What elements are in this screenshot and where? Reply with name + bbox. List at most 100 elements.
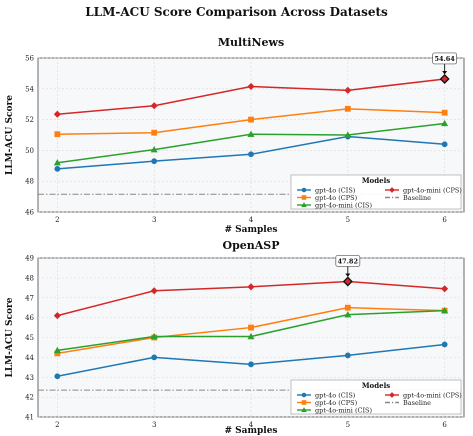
legend-item-gpt-4o-cps: gpt-4o (CPS): [297, 399, 358, 407]
x-tick-label: 4: [249, 421, 254, 429]
peak-annotation: 47.82: [335, 255, 361, 277]
y-tick-label: 45: [25, 334, 34, 342]
y-tick-label: 52: [25, 116, 34, 124]
x-tick-label: 6: [442, 421, 447, 429]
legend-swatch-marker: [301, 392, 307, 398]
data-point: [247, 283, 255, 291]
legend-label: gpt-4o (CPS): [315, 194, 358, 202]
data-point: [150, 287, 158, 295]
x-tick-label: 5: [346, 421, 350, 429]
data-point: [441, 307, 449, 314]
data-point: [344, 352, 351, 359]
data-point: [150, 146, 158, 153]
y-tick-label: 43: [25, 374, 34, 382]
legend-item-gpt-4o-cis: gpt-4o (CIS): [297, 186, 356, 194]
legend-label: gpt-4o-mini (CIS): [315, 406, 372, 414]
figure-title: LLM-ACU Score Comparison Across Datasets: [85, 5, 388, 19]
data-point: [54, 165, 61, 172]
series-gpt-4o-mini-cps: [53, 276, 449, 320]
data-point: [248, 116, 254, 123]
data-point: [248, 361, 254, 368]
peak-annotation: 54.64: [432, 52, 457, 75]
data-point: [441, 285, 449, 293]
annotation-box: [432, 52, 457, 65]
y-tick-label: 41: [25, 414, 34, 422]
legend-box: [290, 379, 462, 415]
data-point: [247, 332, 255, 340]
data-point: [150, 332, 158, 340]
legend-label: gpt-4o (CIS): [315, 186, 356, 194]
data-point: [151, 354, 158, 361]
x-tick-label: 3: [152, 216, 156, 224]
y-tick-label: 50: [25, 147, 34, 155]
legend-swatch-marker: [301, 407, 307, 413]
data-point: [54, 373, 61, 380]
series-gpt-4o-mini-cis: [53, 307, 449, 354]
annotation-arrow-head: [345, 273, 351, 277]
legend-swatch-marker: [389, 392, 395, 398]
data-point: [441, 119, 449, 127]
legend-title: Models: [362, 381, 390, 390]
legend-item-gpt-4o-mini-cis: gpt-4o-mini (CIS): [297, 406, 372, 414]
legend-swatch-marker: [301, 195, 307, 200]
legend-label: gpt-4o-mini (CPS): [403, 186, 462, 194]
data-point: [344, 86, 352, 94]
legend-item-gpt-4o-cps: gpt-4o (CPS): [297, 194, 358, 202]
legend-item-gpt-4o-mini-cps: gpt-4o-mini (CPS): [385, 391, 462, 399]
x-axis-label: # Samples: [224, 426, 277, 436]
x-tick-label: 3: [152, 421, 156, 429]
legend-label: gpt-4o (CIS): [315, 391, 356, 399]
x-tick-label: 2: [55, 421, 59, 429]
legend-item-gpt-4o-cis: gpt-4o (CIS): [297, 391, 356, 399]
y-tick-label: 56: [25, 55, 34, 63]
y-tick-label: 48: [25, 274, 34, 282]
data-point: [247, 82, 255, 91]
data-point: [344, 105, 351, 112]
legend-box: [290, 174, 462, 210]
legend-swatch-marker: [389, 187, 395, 193]
legend-item-gpt-4o-mini-cps: gpt-4o-mini (CPS): [385, 186, 462, 194]
annotation-label: 47.82: [338, 257, 358, 265]
y-axis-label: LLM-ACU Score: [5, 297, 15, 377]
x-tick-label: 5: [346, 216, 350, 224]
data-point: [54, 131, 61, 138]
y-tick-label: 46: [25, 314, 34, 322]
data-point: [342, 276, 353, 287]
data-point: [53, 159, 61, 166]
data-point: [248, 324, 254, 331]
legend-title: Models: [362, 176, 390, 185]
legend-label: Baseline: [403, 399, 431, 407]
series-gpt-4o-cis: [54, 341, 448, 380]
legend-label: gpt-4o-mini (CPS): [403, 391, 462, 399]
data-point: [344, 304, 351, 311]
y-tick-label: 42: [25, 394, 34, 402]
data-point: [248, 151, 254, 158]
y-tick-label: 49: [25, 255, 34, 263]
data-point: [53, 110, 61, 118]
x-tick-label: 6: [442, 216, 447, 224]
legend-label: Baseline: [403, 194, 431, 202]
data-point: [441, 341, 448, 348]
y-axis-label: LLM-ACU Score: [5, 95, 15, 175]
data-point: [439, 73, 450, 84]
data-point: [441, 141, 448, 148]
y-tick-label: 48: [25, 178, 34, 186]
legend-label: gpt-4o (CPS): [315, 399, 358, 407]
legend-swatch-marker: [301, 202, 307, 208]
data-point: [344, 311, 352, 318]
data-point: [150, 102, 158, 110]
legend-item-gpt-4o-mini-cis: gpt-4o-mini (CIS): [297, 201, 372, 209]
legend-item-baseline: Baseline: [385, 194, 431, 202]
annotation-label: 54.64: [434, 55, 455, 63]
y-tick-label: 46: [25, 209, 34, 217]
data-point: [247, 130, 255, 137]
x-tick-label: 4: [249, 216, 254, 224]
legend-swatch-marker: [301, 187, 307, 193]
legend-label: gpt-4o-mini (CIS): [315, 201, 372, 209]
series-gpt-4o-cps: [54, 105, 448, 138]
legend-swatch-marker: [301, 400, 307, 405]
panel-title: MultiNews: [218, 36, 284, 49]
legend-item-baseline: Baseline: [385, 399, 431, 407]
